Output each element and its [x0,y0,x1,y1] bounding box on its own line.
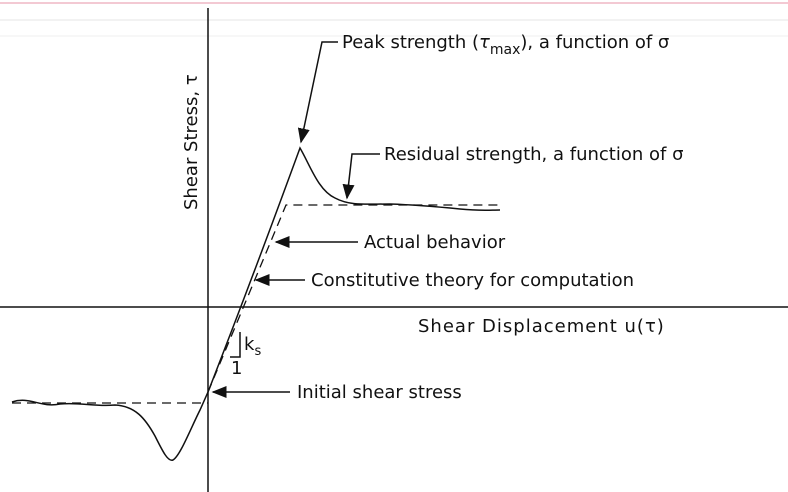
peak-leader [297,41,338,144]
slope-triangle [230,332,241,358]
peak-symbol: τ [479,32,490,53]
peak-sub: max [490,42,521,58]
residual-leader [342,153,380,200]
slope-run: 1 [231,358,242,379]
theory-dashed [207,204,500,393]
peak-text-after: ), a function of σ [520,32,669,53]
slope-k-sub: s [254,344,261,359]
residual-label: Residual strength, a function of σ [384,144,683,165]
initial-label: Initial shear stress [297,382,462,403]
slope-k-letter: k [244,334,255,355]
behavior-curve [11,146,501,461]
slope-k: ks [244,334,261,359]
actual-label: Actual behavior [364,232,506,253]
peak-label: Peak strength (τmax), a function of σ [342,32,669,58]
x-axis-label: Shear Displacement u(τ) [418,316,665,337]
y-axis-label: Shear Stress, τ [181,74,202,210]
constitutive-label: Constitutive theory for computation [311,270,634,291]
peak-text: Peak strength ( [342,32,479,53]
